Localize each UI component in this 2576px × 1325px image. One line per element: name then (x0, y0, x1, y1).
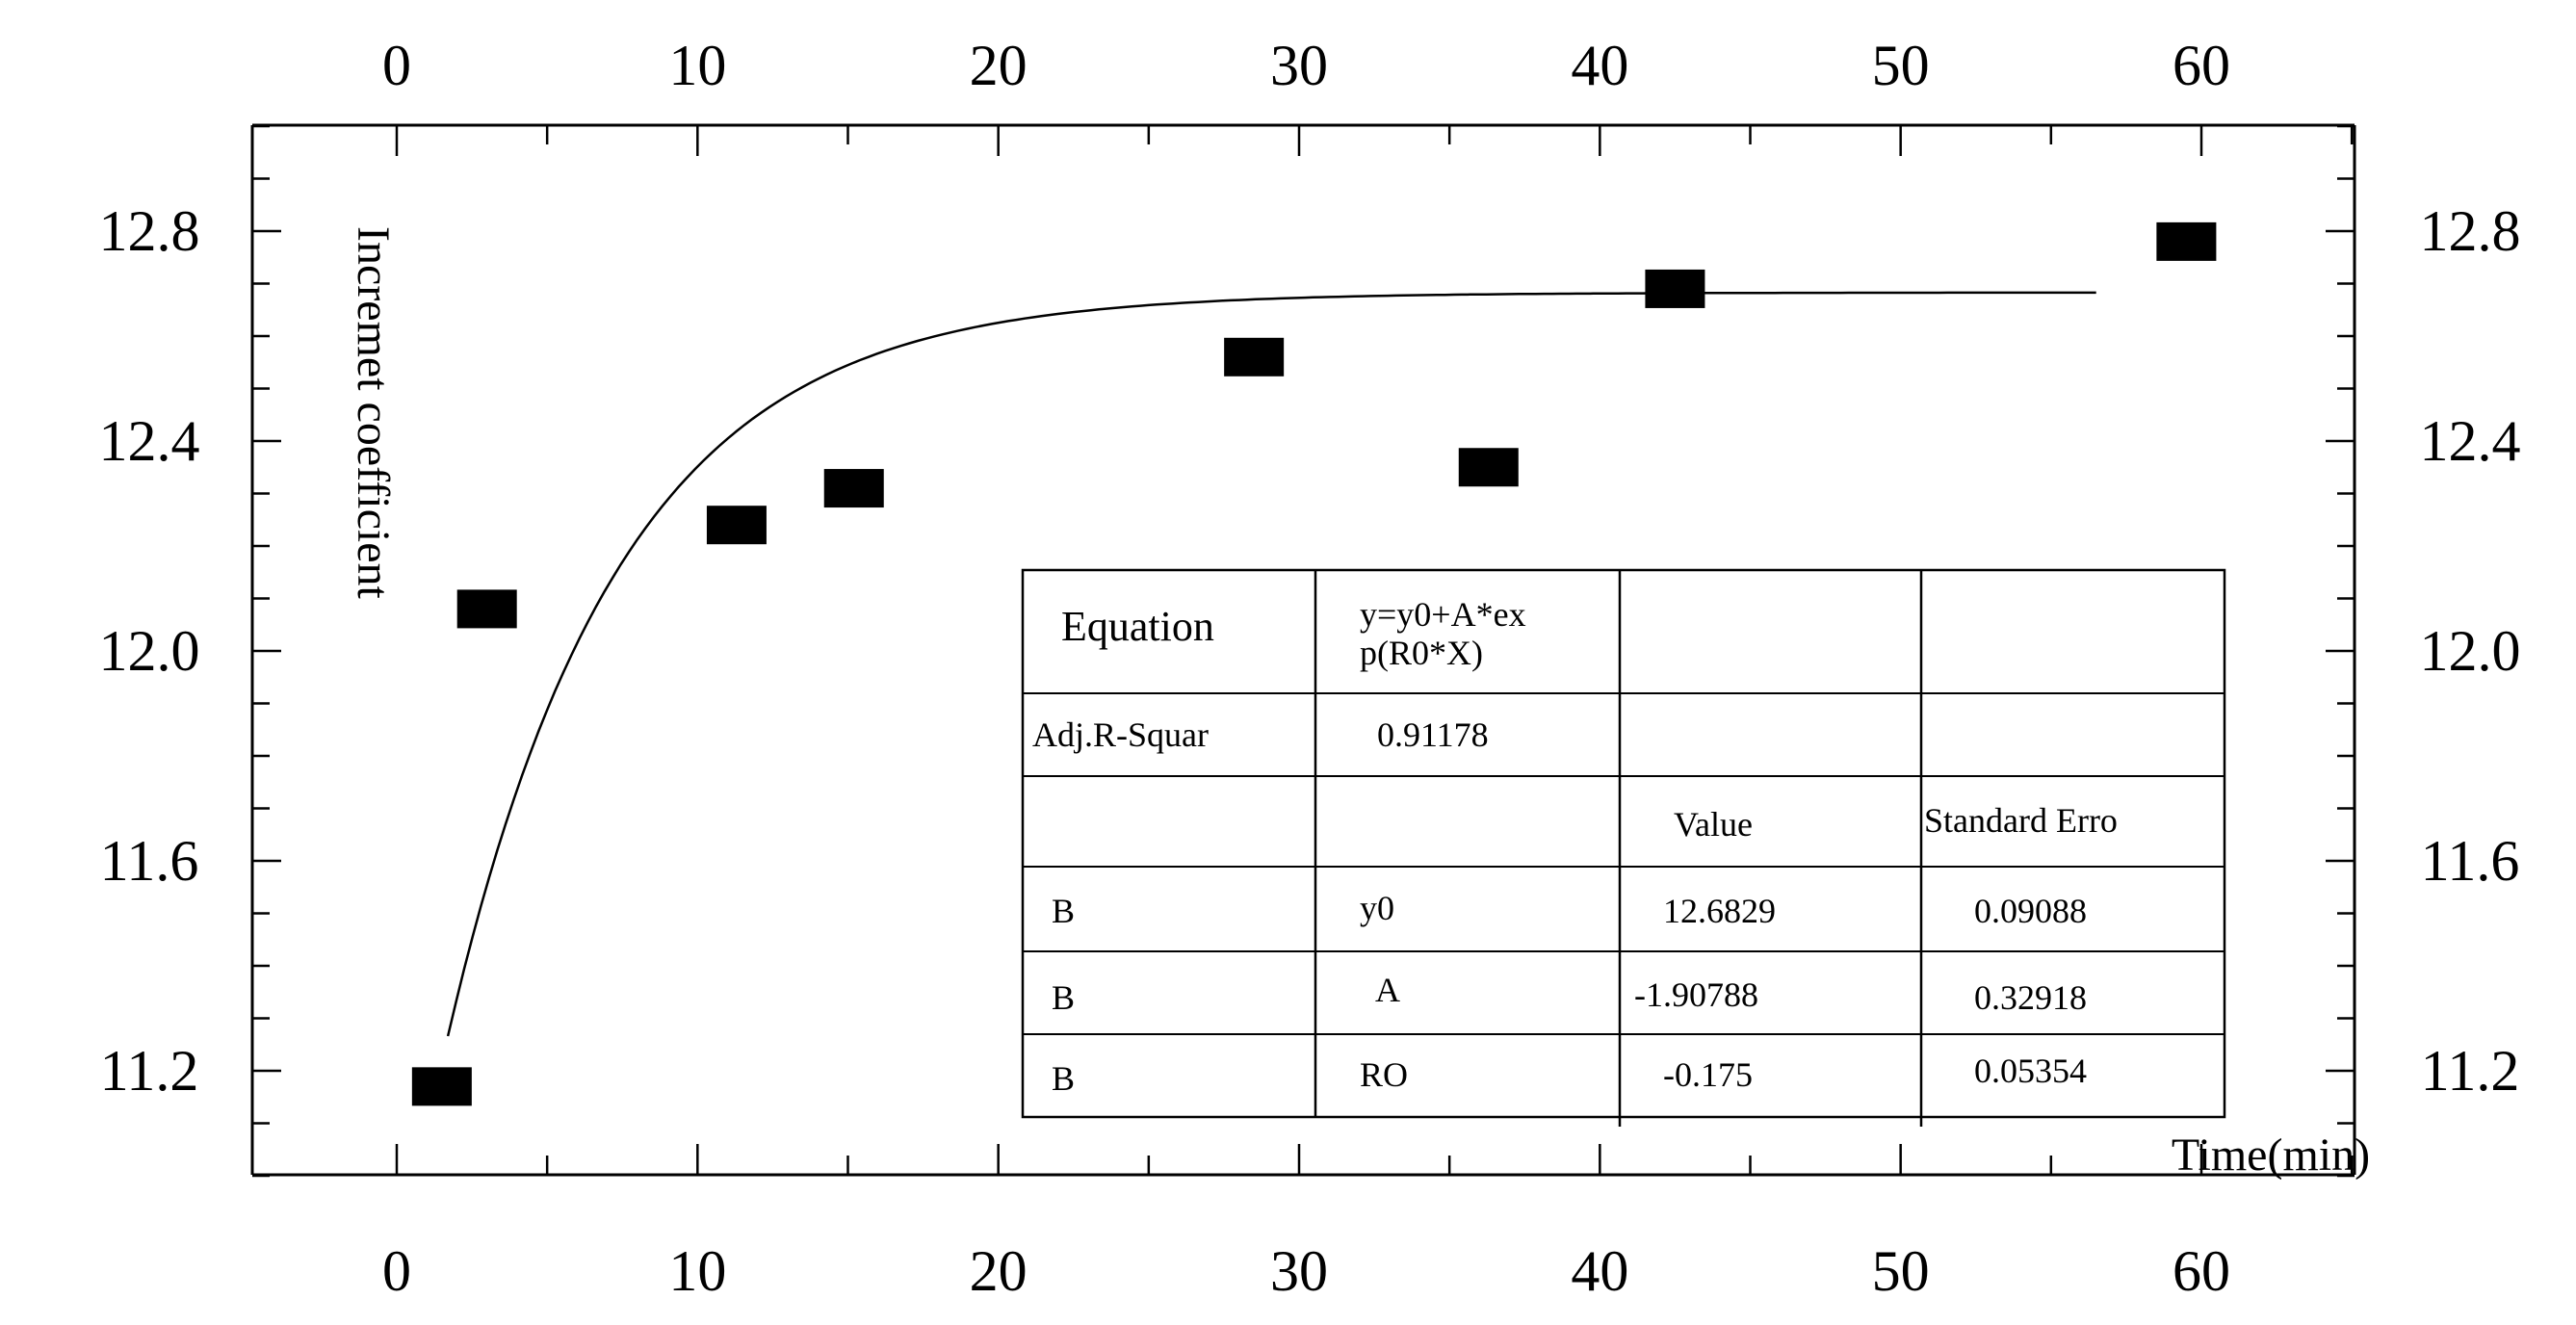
data-point-marker (411, 1067, 472, 1106)
x-tick-label-top: 30 (1270, 34, 1328, 97)
data-point-marker (1224, 337, 1285, 377)
y-tick-label-right: 11.2 (2421, 1039, 2520, 1103)
fit-table-row-y0-value: 12.6829 (1663, 892, 1776, 930)
fit-table-header-value: Value (1674, 805, 1753, 844)
data-points-layer (411, 221, 2217, 1106)
y-axis-title: Incremet coefficient (348, 226, 399, 600)
y-tick-label-left: 12.0 (99, 619, 200, 683)
fit-table: Equation y=y0+A*ex p(R0*X) Adj.R-Squar 0… (1021, 568, 2226, 1127)
fit-table-row-r0-stderr: 0.05354 (1974, 1052, 2087, 1090)
y-tick-label-right: 12.0 (2420, 619, 2521, 683)
fit-table-header-stderr: Standard Erro (1924, 801, 2118, 840)
y-tick-label-right: 11.6 (2421, 829, 2520, 893)
x-tick-label-top: 60 (2173, 34, 2230, 97)
fit-table-row-r0-b: B (1052, 1059, 1075, 1098)
data-point-marker (1645, 269, 1705, 308)
y-tick-label-right: 12.8 (2420, 199, 2521, 263)
fit-table-row-y0-stderr: 0.09088 (1974, 892, 2087, 930)
y-tick-label-left: 12.4 (99, 409, 200, 473)
fit-table-row-r0-value: -0.175 (1663, 1055, 1753, 1094)
x-tick-label-top: 50 (1872, 34, 1930, 97)
x-tick-label-bottom: 40 (1571, 1239, 1628, 1303)
x-tick-label-bottom: 60 (2173, 1239, 2230, 1303)
x-tick-label-bottom: 10 (668, 1239, 726, 1303)
y-tick-label-left: 11.2 (100, 1039, 199, 1103)
ticks-layer (252, 124, 2355, 1178)
x-tick-label-bottom: 20 (970, 1239, 1028, 1303)
fit-table-equation-line2: p(R0*X) (1360, 634, 1483, 672)
fit-table-equation-label: Equation (1061, 603, 1214, 650)
fit-curve (446, 291, 2096, 1037)
fit-table-row-a-stderr: 0.32918 (1974, 978, 2087, 1017)
tick-labels-layer: 0 0 10 10 20 20 30 30 40 40 50 50 60 60 11.2 11.2 11.6 11… (99, 34, 2521, 1303)
x-tick-label-bottom: 50 (1872, 1239, 1930, 1303)
fit-table-row-a-b: B (1052, 978, 1075, 1017)
data-point-marker (823, 469, 884, 508)
fit-table-adjr2-label: Adj.R-Squar (1032, 715, 1209, 754)
data-point-marker (2156, 221, 2217, 261)
data-point-marker (706, 506, 767, 545)
fit-table-background (1021, 568, 2226, 1119)
fit-table-row-a-value: -1.90788 (1634, 975, 1758, 1014)
x-tick-label-top: 40 (1571, 34, 1628, 97)
fit-table-row-a-name: A (1375, 971, 1400, 1009)
x-tick-label-top: 10 (668, 34, 726, 97)
y-tick-label-left: 11.6 (100, 829, 199, 893)
fit-table-row-y0-name: y0 (1360, 889, 1394, 927)
fit-table-row-y0-b: B (1052, 892, 1075, 930)
y-tick-label-right: 12.4 (2420, 409, 2521, 473)
x-tick-label-top: 20 (970, 34, 1028, 97)
data-point-marker (456, 589, 517, 629)
x-tick-label-bottom: 30 (1270, 1239, 1328, 1303)
y-tick-label-left: 12.8 (99, 199, 200, 263)
fit-table-row-r0-name: RO (1360, 1055, 1408, 1094)
x-tick-label-top: 0 (382, 34, 411, 97)
fit-table-adjr2-value: 0.91178 (1377, 715, 1489, 754)
fit-table-equation-line1: y=y0+A*ex (1360, 595, 1526, 634)
data-point-marker (1458, 448, 1519, 487)
x-tick-label-bottom: 0 (382, 1239, 411, 1303)
x-axis-title: Time(min) (2172, 1130, 2370, 1181)
